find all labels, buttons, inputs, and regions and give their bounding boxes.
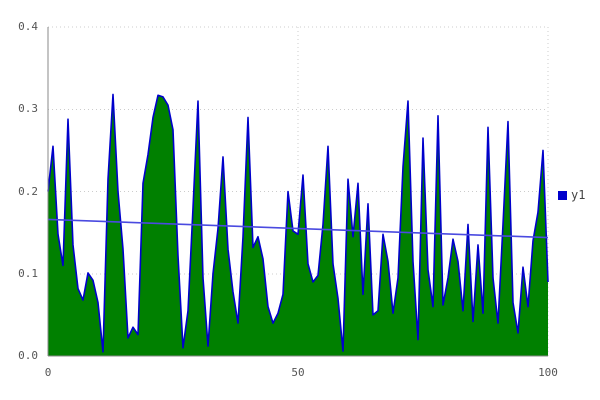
chart-legend[interactable]: y1	[558, 189, 585, 201]
series-line-y1	[47, 93, 549, 353]
trend-line	[47, 218, 549, 239]
x-axis-tick-label: 100	[538, 366, 558, 379]
y-axis-tick-label: 0.2	[18, 184, 38, 198]
legend-series-label: y1	[571, 188, 586, 202]
x-axis-tick-label: 50	[291, 366, 305, 379]
y-axis-tick-label: 0.1	[18, 266, 38, 280]
y-axis-tick-label: 0.4	[18, 20, 38, 33]
x-axis-tick-label: 0	[44, 366, 52, 379]
y-axis-tick-label: 0.3	[18, 102, 38, 116]
legend-swatch-icon	[558, 190, 567, 200]
y-axis-tick-label: 0.0	[18, 349, 38, 362]
